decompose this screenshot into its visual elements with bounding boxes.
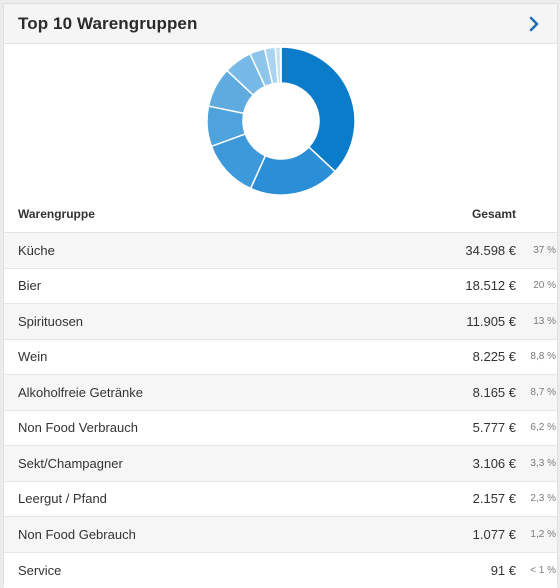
row-amount: 11.905 € bbox=[438, 314, 516, 329]
row-name: Spirituosen bbox=[18, 314, 438, 329]
table-row[interactable]: Leergut / Pfand 2.157 € 2,3 % bbox=[4, 482, 557, 518]
row-name: Sekt/Champagner bbox=[18, 456, 438, 471]
top-warengruppen-card: Top 10 Warengruppen Warengruppe Gesamt K… bbox=[3, 3, 558, 584]
donut-slice-1[interactable] bbox=[281, 47, 355, 172]
row-amount: 3.106 € bbox=[438, 456, 516, 471]
row-percent: 20 % bbox=[516, 280, 556, 291]
row-name: Wein bbox=[18, 349, 438, 364]
donut-chart bbox=[4, 44, 557, 196]
row-amount: 1.077 € bbox=[438, 527, 516, 542]
column-header-warengruppe: Warengruppe bbox=[18, 207, 438, 221]
table-row[interactable]: Service 91 € < 1 % bbox=[4, 553, 557, 588]
row-percent: 8,8 % bbox=[516, 351, 556, 362]
row-percent: 1,2 % bbox=[516, 529, 556, 540]
row-name: Non Food Verbrauch bbox=[18, 420, 438, 435]
table-body: Küche 34.598 € 37 % Bier 18.512 € 20 % S… bbox=[4, 233, 557, 588]
row-name: Alkoholfreie Getränke bbox=[18, 385, 438, 400]
table-row[interactable]: Sekt/Champagner 3.106 € 3,3 % bbox=[4, 446, 557, 482]
table-row[interactable]: Non Food Verbrauch 5.777 € 6,2 % bbox=[4, 411, 557, 447]
row-percent: 3,3 % bbox=[516, 458, 556, 469]
card-title: Top 10 Warengruppen bbox=[18, 14, 197, 34]
table-row[interactable]: Alkoholfreie Getränke 8.165 € 8,7 % bbox=[4, 375, 557, 411]
row-percent: 2,3 % bbox=[516, 493, 556, 504]
row-name: Service bbox=[18, 563, 438, 578]
card-header: Top 10 Warengruppen bbox=[4, 4, 557, 44]
table-row[interactable]: Wein 8.225 € 8,8 % bbox=[4, 340, 557, 376]
row-name: Bier bbox=[18, 278, 438, 293]
row-percent: < 1 % bbox=[516, 565, 556, 576]
row-amount: 91 € bbox=[438, 563, 516, 578]
table-header: Warengruppe Gesamt bbox=[4, 196, 557, 233]
table-row[interactable]: Küche 34.598 € 37 % bbox=[4, 233, 557, 269]
row-amount: 18.512 € bbox=[438, 278, 516, 293]
donut-chart-svg bbox=[205, 45, 357, 197]
table-row[interactable]: Spirituosen 11.905 € 13 % bbox=[4, 304, 557, 340]
row-amount: 8.165 € bbox=[438, 385, 516, 400]
row-amount: 5.777 € bbox=[438, 420, 516, 435]
table-row[interactable]: Non Food Gebrauch 1.077 € 1,2 % bbox=[4, 517, 557, 553]
row-name: Non Food Gebrauch bbox=[18, 527, 438, 542]
row-name: Küche bbox=[18, 243, 438, 258]
row-amount: 8.225 € bbox=[438, 349, 516, 364]
row-amount: 2.157 € bbox=[438, 491, 516, 506]
row-amount: 34.598 € bbox=[438, 243, 516, 258]
row-percent: 8,7 % bbox=[516, 387, 556, 398]
row-name: Leergut / Pfand bbox=[18, 491, 438, 506]
row-percent: 6,2 % bbox=[516, 422, 556, 433]
table-row[interactable]: Bier 18.512 € 20 % bbox=[4, 269, 557, 305]
row-percent: 13 % bbox=[516, 316, 556, 327]
chevron-right-icon[interactable] bbox=[525, 15, 543, 33]
column-header-gesamt: Gesamt bbox=[438, 207, 516, 221]
row-percent: 37 % bbox=[516, 245, 556, 256]
